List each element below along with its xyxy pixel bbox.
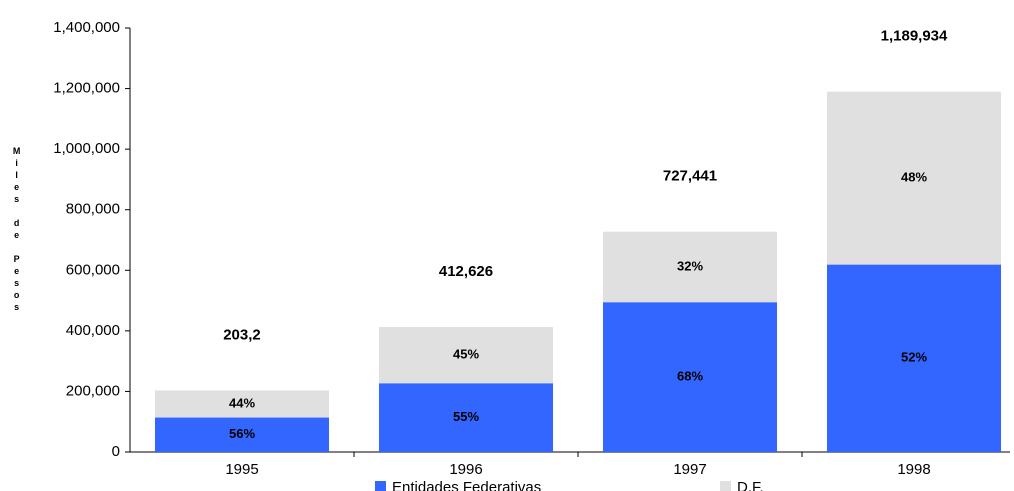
x-tick-label: 1995 bbox=[225, 461, 258, 478]
bar-segment bbox=[155, 390, 329, 418]
y-tick-label: 600,000 bbox=[66, 261, 120, 278]
share-label: 55% bbox=[453, 409, 479, 424]
total-label: 412,626 bbox=[439, 263, 493, 280]
y-tick-label: 800,000 bbox=[66, 201, 120, 218]
x-tick-label: 1997 bbox=[673, 461, 706, 478]
legend-label: Entidades Federativas bbox=[392, 479, 541, 491]
legend-label: D.F. bbox=[737, 479, 764, 491]
y-tick-label: 1,200,000 bbox=[53, 80, 120, 97]
total-label: 727,441 bbox=[663, 168, 717, 185]
y-tick-label: 0 bbox=[112, 443, 120, 460]
y-tick-label: 400,000 bbox=[66, 322, 120, 339]
y-tick-label: 1,400,000 bbox=[53, 19, 120, 36]
bar-segment bbox=[827, 91, 1001, 265]
share-label: 48% bbox=[901, 170, 927, 185]
x-tick-label: 1996 bbox=[449, 461, 482, 478]
share-label: 45% bbox=[453, 347, 479, 362]
legend-swatch bbox=[720, 481, 731, 491]
share-label: 32% bbox=[677, 258, 703, 273]
y-tick-label: 1,000,000 bbox=[53, 140, 120, 157]
bar-segment bbox=[379, 383, 553, 452]
bar-segment bbox=[379, 327, 553, 384]
bar-segment bbox=[603, 231, 777, 303]
total-label: 1,189,934 bbox=[881, 28, 948, 45]
share-label: 68% bbox=[677, 369, 703, 384]
share-label: 56% bbox=[229, 426, 255, 441]
y-axis-label: Miles de Pesos bbox=[12, 146, 22, 314]
bar-segment bbox=[827, 264, 1001, 452]
bar-segment bbox=[155, 417, 329, 452]
x-tick-label: 1998 bbox=[897, 461, 930, 478]
share-label: 52% bbox=[901, 350, 927, 365]
total-label: 203,2 bbox=[223, 326, 261, 343]
bar-segment bbox=[603, 302, 777, 452]
share-label: 44% bbox=[229, 395, 255, 410]
y-tick-label: 200,000 bbox=[66, 382, 120, 399]
legend-swatch bbox=[375, 481, 386, 491]
